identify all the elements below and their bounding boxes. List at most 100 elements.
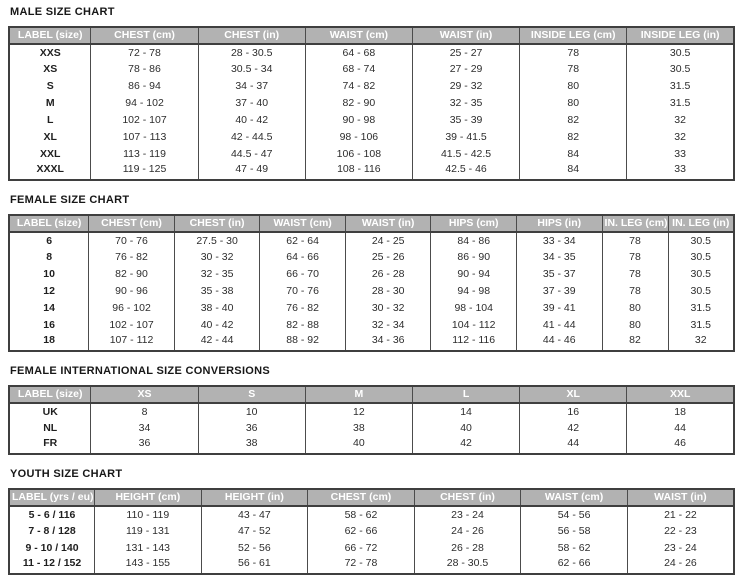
table-row: XS 78 - 86 30.5 - 34 68 - 74 27 - 29 78 30.5 [8,61,735,78]
value-cell: 82 [601,334,669,351]
value-cell: 84 - 86 [430,232,517,249]
column-header: CHEST (cm) [88,215,175,233]
column-header: M [304,386,413,404]
value-cell: 78 [601,232,669,249]
value-cell: 31.5 [626,95,735,112]
value-cell: 82 [519,129,628,146]
value-cell: 74 - 82 [304,78,413,95]
column-header: HEIGHT (cm) [94,489,202,507]
value-cell: 33 - 34 [515,232,603,249]
value-cell: 143 - 155 [94,557,202,574]
value-cell: 32 - 34 [344,317,432,334]
value-cell: 31.5 [626,78,735,95]
value-cell: 80 [519,95,628,112]
table-row: XXS 72 - 78 28 - 30.5 64 - 68 25 - 27 78 30.5 [8,44,735,61]
value-cell: 37 - 40 [197,95,306,112]
table-row: M 94 - 102 37 - 40 82 - 90 32 - 35 80 31.5 [8,95,735,112]
value-cell: 46 [626,437,735,454]
value-cell: 30.5 [667,266,735,283]
value-cell: 119 - 125 [90,163,199,180]
youth-size-chart-section: YOUTH SIZE CHART LABEL (yrs / eu) HEIGHT … [8,468,735,575]
column-header: XS [90,386,199,404]
value-cell: 44.5 - 47 [197,146,306,163]
header-row: LABEL (size) CHEST (cm) CHEST (in) WAIST (c… [8,215,735,233]
table-row: NL 34 36 38 40 42 44 [8,420,735,437]
value-cell: 70 - 76 [88,232,175,249]
value-cell: 24 - 26 [413,523,522,540]
value-cell: 42 - 44.5 [197,129,306,146]
value-cell: 70 - 76 [259,283,346,300]
value-cell: 76 - 82 [88,249,175,266]
row-label-cell: 11 - 12 / 152 [8,557,96,574]
value-cell: 24 - 25 [344,232,432,249]
value-cell: 44 [626,420,735,437]
value-cell: 16 [519,403,628,420]
value-cell: 86 - 94 [90,78,199,95]
female-size-chart-table: LABEL (size) CHEST (cm) CHEST (in) WAIST (c… [8,214,735,352]
table-row: UK 8 10 12 14 16 18 [8,403,735,420]
value-cell: 80 [601,317,669,334]
value-cell: 58 - 62 [307,506,415,523]
value-cell: 82 - 90 [304,95,413,112]
value-cell: 66 - 72 [307,540,415,557]
value-cell: 27 - 29 [411,61,521,78]
value-cell: 44 - 46 [515,334,603,351]
value-cell: 35 - 37 [515,266,603,283]
value-cell: 102 - 107 [88,317,175,334]
column-header: HIPS (in) [515,215,603,233]
female-international-conversions-title: FEMALE INTERNATIONAL SIZE CONVERSIONS [10,365,271,377]
value-cell: 40 - 42 [173,317,261,334]
value-cell: 56 - 58 [520,523,628,540]
column-header: INSIDE LEG (cm) [519,27,628,45]
value-cell: 31.5 [667,317,735,334]
value-cell: 68 - 74 [304,61,413,78]
header-row: LABEL (size) XS S M L XL XXL [8,386,735,404]
value-cell: 94 - 102 [90,95,199,112]
column-header: HIPS (cm) [430,215,517,233]
row-label-cell: 18 [8,334,90,351]
column-header: CHEST (in) [197,27,306,45]
row-label-cell: XS [8,61,92,78]
value-cell: 66 - 70 [259,266,346,283]
value-cell: 119 - 131 [94,523,202,540]
value-cell: 35 - 39 [411,112,521,129]
male-size-chart-section: MALE SIZE CHART LABEL (size) CHEST (cm) CH… [8,6,735,181]
youth-size-chart-title: YOUTH SIZE CHART [10,468,123,480]
value-cell: 72 - 78 [90,44,199,61]
column-header: WAIST (cm) [259,215,346,233]
table-row: L 102 - 107 40 - 42 90 - 98 35 - 39 82 32 [8,112,735,129]
value-cell: 131 - 143 [94,540,202,557]
column-header: LABEL (size) [8,215,90,233]
value-cell: 47 - 49 [197,163,306,180]
table-row: 5 - 6 / 116 110 - 119 43 - 47 58 - 62 23 - 2… [8,506,735,523]
value-cell: 41 - 44 [515,317,603,334]
table-row: 7 - 8 / 128 119 - 131 47 - 52 62 - 66 24 - 2… [8,523,735,540]
value-cell: 110 - 119 [94,506,202,523]
value-cell: 54 - 56 [520,506,628,523]
value-cell: 80 [601,300,669,317]
value-cell: 39 - 41 [515,300,603,317]
value-cell: 27.5 - 30 [173,232,261,249]
table-row: 16 102 - 107 40 - 42 82 - 88 32 - 34 104 - 11… [8,317,735,334]
value-cell: 30.5 - 34 [197,61,306,78]
column-header: LABEL (yrs / eu) [8,489,96,507]
value-cell: 36 [197,420,306,437]
value-cell: 32 - 35 [411,95,521,112]
table-row: 18 107 - 112 42 - 44 88 - 92 34 - 36 112 - 11… [8,334,735,351]
row-label-cell: L [8,112,92,129]
female-size-chart-title: FEMALE SIZE CHART [10,194,130,206]
value-cell: 30.5 [667,232,735,249]
value-cell: 98 - 104 [430,300,517,317]
value-cell: 22 - 23 [626,523,735,540]
value-cell: 64 - 68 [304,44,413,61]
female-international-conversions-table: LABEL (size) XS S M L XL XXL UK 8 10 12 14 16 18 NL 34 3… [8,385,735,455]
value-cell: 102 - 107 [90,112,199,129]
value-cell: 47 - 52 [200,523,309,540]
value-cell: 30 - 32 [344,300,432,317]
column-header: CHEST (in) [413,489,522,507]
value-cell: 23 - 24 [626,540,735,557]
value-cell: 62 - 64 [259,232,346,249]
value-cell: 26 - 28 [344,266,432,283]
header-row: LABEL (size) CHEST (cm) CHEST (in) WAIST (c… [8,27,735,45]
row-label-cell: XL [8,129,92,146]
